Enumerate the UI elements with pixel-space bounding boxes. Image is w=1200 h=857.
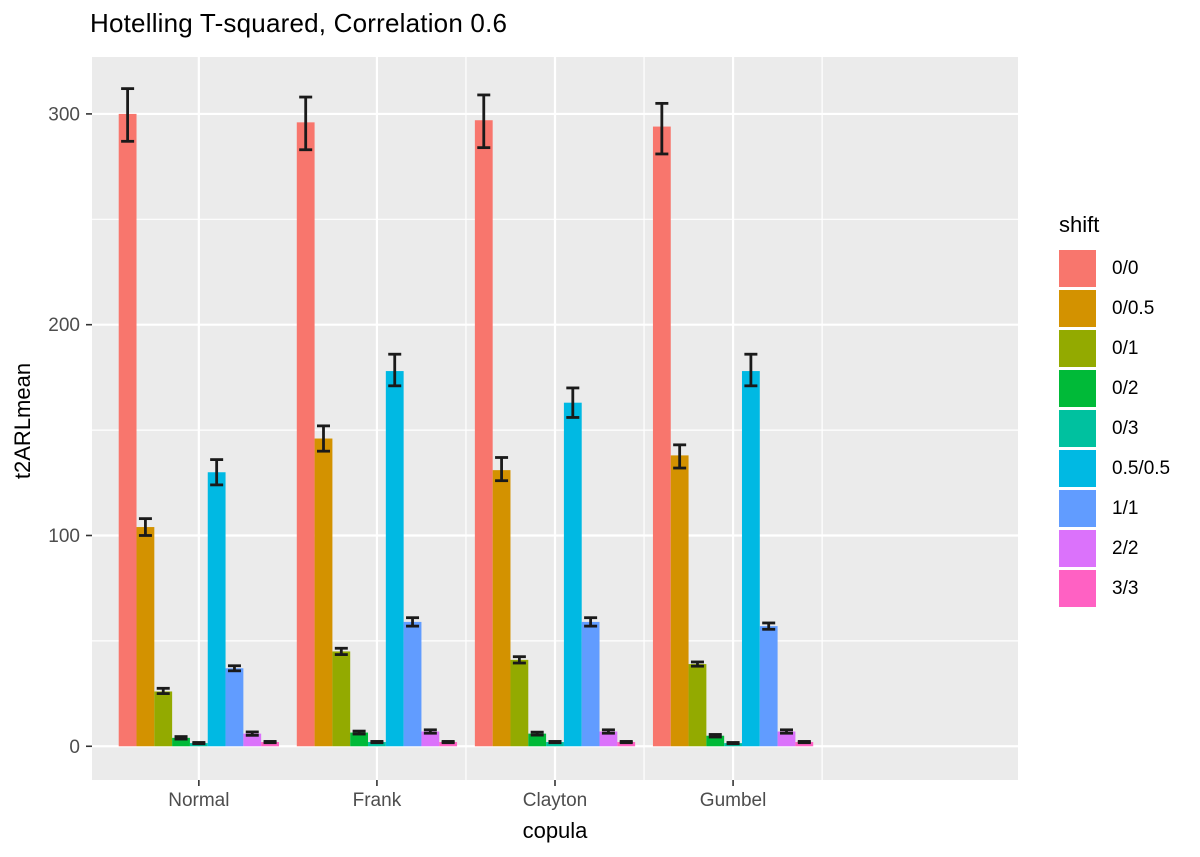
- legend-item-1/1: 1/1: [1059, 490, 1170, 527]
- y-tick-label: 0: [69, 737, 80, 758]
- legend-key-swatch: [1059, 450, 1096, 487]
- y-tick-label: 300: [48, 104, 80, 125]
- y-tick-label: 100: [48, 526, 80, 547]
- legend-item-0/0.5: 0/0.5: [1059, 290, 1170, 327]
- bar-3/3-Gumbel: [795, 742, 814, 747]
- y-tick-label: 200: [48, 315, 80, 336]
- bar-0.5/0.5-Normal: [207, 472, 226, 747]
- bar-0/2-Gumbel: [706, 735, 725, 747]
- legend-key-swatch: [1059, 490, 1096, 527]
- legend-key-swatch: [1059, 290, 1096, 327]
- legend-key-swatch: [1059, 250, 1096, 287]
- x-tick-label-Frank: Frank: [353, 790, 402, 811]
- bar-1/1-Clayton: [581, 621, 600, 747]
- bar-0/3-Clayton: [546, 742, 564, 747]
- legend-key-swatch: [1059, 530, 1096, 567]
- legend-key-swatch: [1059, 370, 1096, 407]
- legend-item-label: 1/1: [1112, 497, 1139, 519]
- legend-title: shift: [1059, 212, 1100, 237]
- x-axis-title: copula: [522, 818, 588, 843]
- bar-0/2-Clayton: [528, 733, 547, 747]
- bar-0/0-Clayton: [474, 120, 493, 747]
- legend: shift 0/0 0/0.5 0/1 0/2 0/3 0.5/0.5 1/1 2/2 3/3: [1059, 212, 1170, 610]
- bar-1/1-Frank: [403, 621, 422, 747]
- bar-0/2-Frank: [350, 732, 369, 747]
- x-tick-label-Normal: Normal: [168, 790, 229, 811]
- x-tick-label-Clayton: Clayton: [523, 790, 587, 811]
- bar-2/2-Gumbel: [777, 731, 796, 747]
- bar-0/1-Normal: [154, 691, 173, 747]
- bar-3/3-Clayton: [617, 742, 636, 747]
- legend-key-swatch: [1059, 410, 1096, 447]
- legend-item-0/0: 0/0: [1059, 250, 1170, 287]
- bar-0/1-Clayton: [510, 659, 529, 747]
- bar-0/0-Gumbel: [652, 126, 671, 747]
- legend-item-0/1: 0/1: [1059, 330, 1170, 367]
- legend-item-0/2: 0/2: [1059, 370, 1170, 407]
- bar-0/0.5-Frank: [314, 438, 333, 747]
- chart-title: Hotelling T-squared, Correlation 0.6: [90, 8, 508, 38]
- legend-item-label: 0/0: [1112, 257, 1139, 279]
- bar-0/0-Normal: [118, 113, 137, 747]
- bar-0/1-Gumbel: [688, 664, 707, 747]
- bar-1/1-Gumbel: [759, 626, 778, 747]
- legend-item-label: 0.5/0.5: [1112, 457, 1171, 479]
- bar-0/0.5-Gumbel: [670, 455, 689, 747]
- bar-3/3-Frank: [439, 742, 458, 747]
- bar-0/0.5-Normal: [136, 527, 155, 747]
- legend-item-label: 0/3: [1112, 417, 1139, 439]
- bar-0.5/0.5-Frank: [385, 371, 404, 747]
- legend-key-swatch: [1059, 330, 1096, 367]
- legend-item-label: 0/0.5: [1112, 297, 1155, 319]
- y-axis-title: t2ARLmean: [10, 362, 35, 480]
- legend-items: 0/0 0/0.5 0/1 0/2 0/3 0.5/0.5 1/1 2/2 3/3: [1059, 250, 1170, 607]
- bar-0/1-Frank: [332, 651, 351, 747]
- legend-item-0.5/0.5: 0.5/0.5: [1059, 450, 1170, 487]
- bar-2/2-Normal: [243, 733, 262, 747]
- legend-item-3/3: 3/3: [1059, 570, 1170, 607]
- bar-0/0-Frank: [296, 122, 315, 747]
- legend-item-0/3: 0/3: [1059, 410, 1170, 447]
- legend-item-label: 2/2: [1112, 537, 1139, 559]
- bar-2/2-Frank: [421, 731, 440, 747]
- bar-1/1-Normal: [225, 668, 244, 747]
- bar-2/2-Clayton: [599, 731, 618, 747]
- legend-item-label: 0/1: [1112, 337, 1139, 359]
- bar-0/0.5-Clayton: [492, 470, 511, 747]
- legend-item-label: 0/2: [1112, 377, 1139, 399]
- bar-0/3-Frank: [368, 742, 386, 747]
- bar-3/3-Normal: [261, 742, 279, 747]
- bar-0/2-Normal: [172, 737, 190, 747]
- legend-item-2/2: 2/2: [1059, 530, 1170, 567]
- legend-item-label: 3/3: [1112, 577, 1139, 599]
- x-tick-label-Gumbel: Gumbel: [700, 790, 767, 811]
- legend-key-swatch: [1059, 570, 1096, 607]
- bar-0.5/0.5-Clayton: [563, 402, 582, 747]
- bar-0.5/0.5-Gumbel: [741, 371, 760, 747]
